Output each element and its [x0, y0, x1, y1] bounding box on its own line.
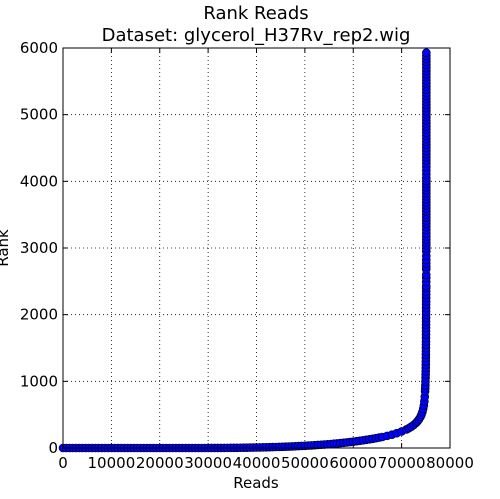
y-tick-label: 4000 — [20, 172, 58, 190]
x-tick-label: 50000 — [281, 454, 329, 472]
x-tick-label: 20000 — [136, 454, 184, 472]
x-tick-label: 0 — [58, 454, 68, 472]
y-tick-label: 0 — [48, 439, 58, 457]
x-tick-label: 70000 — [378, 454, 426, 472]
data-point — [422, 48, 431, 57]
y-tick-label: 3000 — [20, 239, 58, 257]
x-tick-label: 80000 — [426, 454, 474, 472]
plot-frame — [62, 47, 451, 449]
y-tick-label: 2000 — [20, 306, 58, 324]
x-tick-label: 10000 — [88, 454, 136, 472]
y-axis-label: Rank — [0, 229, 12, 267]
y-tick-labels: 0 1000 2000 3000 4000 5000 6000 — [20, 39, 58, 457]
x-axis-label: Reads — [233, 474, 279, 492]
y-tick-label: 6000 — [20, 39, 58, 57]
y-tick-label: 1000 — [20, 372, 58, 390]
data-points — [58, 48, 431, 453]
grid — [62, 47, 451, 449]
chart-title-line-1: Rank Reads — [203, 3, 308, 24]
x-tick-label: 60000 — [329, 454, 377, 472]
x-tick-label: 40000 — [233, 454, 281, 472]
x-tick-labels: 0 10000 20000 30000 40000 50000 60000 70000 8000… — [58, 454, 474, 472]
chart-title-line-2: Dataset: glycerol_H37Rv_rep2.wig — [102, 25, 411, 46]
x-tick-label: 30000 — [184, 454, 232, 472]
y-tick-label: 5000 — [20, 106, 58, 124]
